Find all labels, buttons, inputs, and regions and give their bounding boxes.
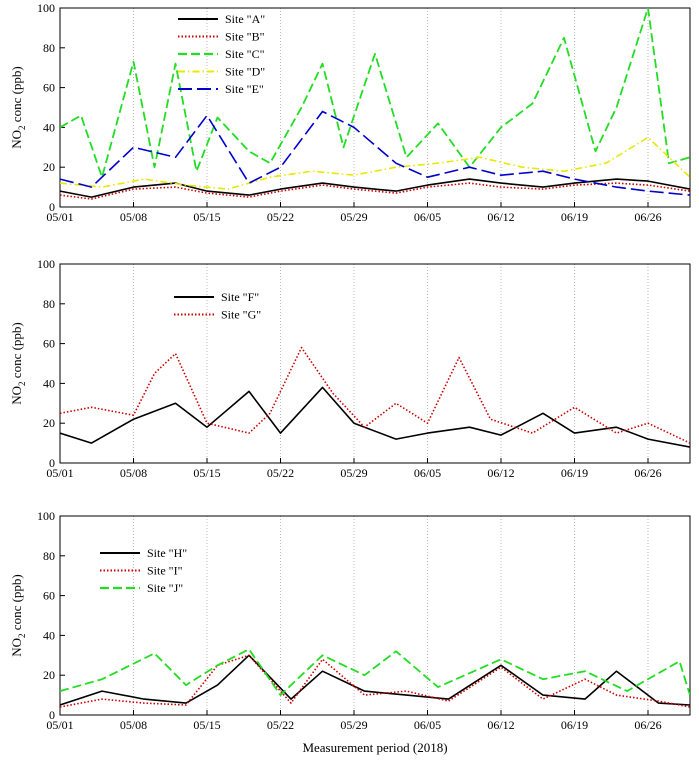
x-tick-label: 05/22 [267, 718, 294, 732]
y-tick-label: 80 [43, 549, 55, 563]
plot-frame [59, 263, 691, 464]
series-line-1-4 [60, 136, 690, 190]
series-line-2-1 [60, 386, 690, 448]
x-tick-label: 05/29 [340, 718, 367, 732]
x-tick-label: 05/08 [120, 466, 147, 480]
y-tick-label: 60 [43, 81, 55, 95]
series-line-1-2 [60, 182, 690, 200]
y-tick-label: 100 [37, 509, 55, 523]
legend-label: Site "G" [221, 308, 261, 322]
legend-label: Site "B" [225, 30, 265, 44]
legend-label: Site "F" [221, 290, 259, 304]
y-tick-label: 20 [43, 668, 55, 682]
x-tick-label: 06/19 [561, 210, 588, 224]
y-axis-label: NO2 conc (ppb) [9, 66, 27, 148]
x-tick-label: 05/01 [46, 718, 73, 732]
x-axis-label: Measurement period (2018) [302, 740, 447, 755]
series-line-3-1 [60, 654, 690, 706]
y-tick-label: 80 [43, 41, 55, 55]
chart-panel-1: 0 20 40 60 80 100 05/01 05/08 05/15 05/22 05/29 06/… [9, 1, 691, 224]
legend-label: Site "J" [147, 581, 183, 595]
x-tick-label: 06/12 [487, 718, 514, 732]
legend-label: Site "I" [147, 564, 183, 578]
x-tick-label: 05/22 [267, 210, 294, 224]
x-tick-label: 06/05 [414, 718, 441, 732]
x-tick-label: 05/01 [46, 466, 73, 480]
y-tick-label: 40 [43, 120, 55, 134]
x-tick-label: 05/29 [340, 210, 367, 224]
y-axis-label: NO2 conc (ppb) [9, 574, 27, 656]
y-tick-label: 0 [49, 708, 55, 722]
y-tick-label: 100 [37, 1, 55, 15]
legend-label: Site "H" [147, 546, 187, 560]
series-line-3-2 [60, 654, 690, 708]
legend-label: Site "A" [225, 12, 265, 26]
series-line-1-5 [60, 110, 690, 196]
x-tick-label: 05/01 [46, 210, 73, 224]
legend-label: Site "E" [225, 82, 264, 96]
x-tick-label: 05/08 [120, 718, 147, 732]
x-tick-label: 06/26 [634, 466, 661, 480]
x-tick-label: 05/22 [267, 466, 294, 480]
x-tick-label: 06/26 [634, 718, 661, 732]
series-line-2-2 [60, 346, 690, 444]
legend-label: Site "C" [225, 47, 265, 61]
y-tick-label: 100 [37, 257, 55, 271]
chart-panel-2: 0 20 40 60 80 100 05/01 05/08 05/15 05/22 05/29 06/… [9, 257, 691, 480]
series-line-3-3 [60, 648, 690, 696]
y-tick-label: 60 [43, 337, 55, 351]
x-tick-label: 05/15 [193, 210, 220, 224]
x-tick-label: 06/05 [414, 210, 441, 224]
x-tick-label: 06/12 [487, 466, 514, 480]
x-tick-label: 06/12 [487, 210, 514, 224]
x-tick-label: 06/19 [561, 718, 588, 732]
y-tick-label: 40 [43, 628, 55, 642]
y-tick-label: 60 [43, 589, 55, 603]
x-tick-label: 05/08 [120, 210, 147, 224]
y-tick-label: 20 [43, 160, 55, 174]
series-line-1-1 [60, 178, 690, 198]
series-line-1-3 [60, 8, 690, 179]
y-tick-label: 0 [49, 456, 55, 470]
y-tick-label: 0 [49, 200, 55, 214]
y-tick-label: 80 [43, 297, 55, 311]
plot-frame [59, 7, 691, 208]
x-tick-label: 06/05 [414, 466, 441, 480]
y-tick-label: 40 [43, 376, 55, 390]
x-tick-label: 06/19 [561, 466, 588, 480]
y-tick-label: 20 [43, 416, 55, 430]
chart-panel-3: 0 20 40 60 80 100 05/01 05/08 05/15 05/22 05/29 06/… [9, 509, 691, 732]
x-tick-label: 05/15 [193, 466, 220, 480]
plot-frame [59, 515, 691, 716]
y-axis-label: NO2 conc (ppb) [9, 322, 27, 404]
legend-label: Site "D" [225, 65, 265, 79]
x-tick-label: 05/15 [193, 718, 220, 732]
x-tick-label: 06/26 [634, 210, 661, 224]
x-tick-label: 05/29 [340, 466, 367, 480]
